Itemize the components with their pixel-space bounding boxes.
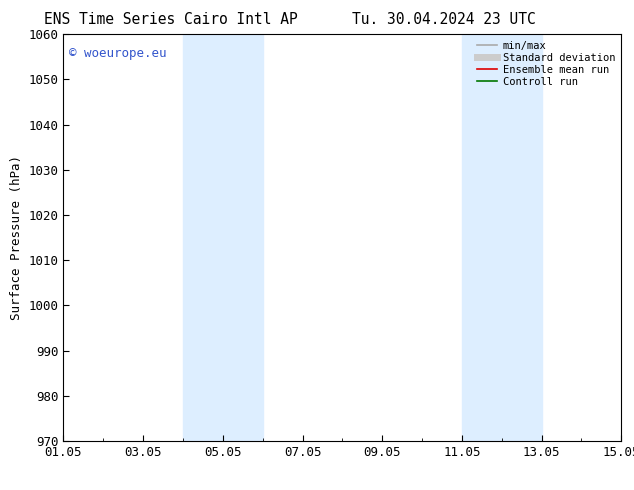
Text: ENS Time Series Cairo Intl AP: ENS Time Series Cairo Intl AP [44, 12, 298, 27]
Bar [183, 34, 262, 441]
Text: © woeurope.eu: © woeurope.eu [69, 47, 167, 59]
Y-axis label: Surface Pressure (hPa): Surface Pressure (hPa) [10, 155, 23, 320]
Text: Tu. 30.04.2024 23 UTC: Tu. 30.04.2024 23 UTC [352, 12, 536, 27]
Legend: min/max, Standard deviation, Ensemble mean run, Controll run: min/max, Standard deviation, Ensemble me… [472, 36, 619, 91]
Bar [462, 34, 541, 441]
